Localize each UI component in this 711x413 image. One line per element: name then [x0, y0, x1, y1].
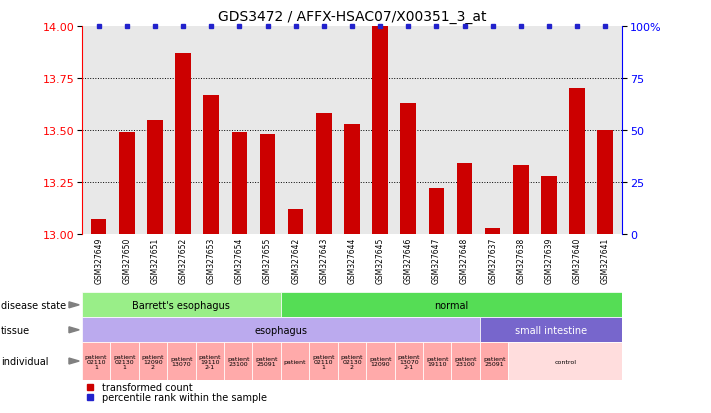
- Bar: [480, 342, 508, 380]
- Text: GSM327639: GSM327639: [545, 237, 553, 284]
- Bar: [597, 131, 613, 235]
- Bar: [82, 318, 480, 342]
- Text: patient
23100: patient 23100: [454, 356, 477, 366]
- Text: patient
25091: patient 25091: [255, 356, 278, 366]
- Bar: [513, 166, 528, 235]
- Text: GSM327642: GSM327642: [292, 237, 300, 284]
- Text: GSM327655: GSM327655: [263, 237, 272, 284]
- Text: patient
02110
1: patient 02110 1: [312, 354, 335, 369]
- Text: GSM327653: GSM327653: [207, 237, 215, 284]
- Text: patient
23100: patient 23100: [227, 356, 250, 366]
- Text: GSM327647: GSM327647: [432, 237, 441, 284]
- Text: small intestine: small intestine: [515, 325, 587, 335]
- Text: patient
13070
2-1: patient 13070 2-1: [397, 354, 420, 369]
- Bar: [456, 164, 472, 235]
- Text: esophagus: esophagus: [255, 325, 307, 335]
- Text: patient
19110: patient 19110: [426, 356, 449, 366]
- Bar: [167, 342, 196, 380]
- Text: GSM327641: GSM327641: [601, 237, 610, 284]
- Bar: [429, 189, 444, 235]
- Bar: [400, 104, 416, 235]
- Text: transformed count: transformed count: [102, 382, 193, 392]
- Text: GSM327643: GSM327643: [319, 237, 328, 284]
- Bar: [91, 220, 107, 235]
- Text: disease state: disease state: [1, 300, 66, 310]
- Text: GSM327651: GSM327651: [151, 237, 159, 284]
- Text: GSM327638: GSM327638: [516, 237, 525, 284]
- Bar: [485, 228, 501, 235]
- Bar: [309, 342, 338, 380]
- Bar: [203, 95, 219, 235]
- Bar: [316, 114, 331, 235]
- Text: GSM327652: GSM327652: [178, 237, 188, 284]
- Text: individual: individual: [1, 356, 48, 366]
- Text: patient
13070: patient 13070: [170, 356, 193, 366]
- Bar: [139, 342, 167, 380]
- Text: GSM327645: GSM327645: [375, 237, 385, 284]
- Bar: [451, 342, 480, 380]
- Bar: [176, 54, 191, 235]
- Bar: [508, 342, 622, 380]
- Bar: [82, 342, 110, 380]
- Text: GSM327650: GSM327650: [122, 237, 132, 284]
- Bar: [224, 342, 252, 380]
- Bar: [110, 342, 139, 380]
- Bar: [260, 135, 275, 235]
- Text: GSM327648: GSM327648: [460, 237, 469, 284]
- Text: patient
02130
1: patient 02130 1: [113, 354, 136, 369]
- Bar: [119, 133, 134, 235]
- Bar: [423, 342, 451, 380]
- Bar: [344, 124, 360, 235]
- Text: GSM327654: GSM327654: [235, 237, 244, 284]
- Text: GSM327637: GSM327637: [488, 237, 497, 284]
- Text: control: control: [555, 358, 576, 364]
- Text: patient
02130
2: patient 02130 2: [341, 354, 363, 369]
- Bar: [395, 342, 423, 380]
- Bar: [366, 342, 395, 380]
- Text: GSM327640: GSM327640: [572, 237, 582, 284]
- Bar: [252, 342, 281, 380]
- Bar: [82, 293, 281, 318]
- Bar: [373, 27, 387, 235]
- Bar: [288, 209, 304, 235]
- Text: GSM327644: GSM327644: [348, 237, 356, 284]
- Bar: [281, 293, 622, 318]
- Text: tissue: tissue: [1, 325, 30, 335]
- Bar: [570, 89, 585, 235]
- Text: patient
12090
2: patient 12090 2: [141, 354, 164, 369]
- Text: patient
25091: patient 25091: [483, 356, 506, 366]
- Bar: [196, 342, 224, 380]
- Title: GDS3472 / AFFX-HSAC07/X00351_3_at: GDS3472 / AFFX-HSAC07/X00351_3_at: [218, 10, 486, 24]
- Text: Barrett's esophagus: Barrett's esophagus: [132, 300, 230, 310]
- Bar: [480, 318, 622, 342]
- Text: patient
02110
1: patient 02110 1: [85, 354, 107, 369]
- Text: patient
19110
2-1: patient 19110 2-1: [198, 354, 221, 369]
- Text: patient: patient: [284, 358, 306, 364]
- Text: patient
12090: patient 12090: [369, 356, 392, 366]
- Bar: [338, 342, 366, 380]
- Bar: [541, 176, 557, 235]
- Text: normal: normal: [434, 300, 469, 310]
- Text: GSM327649: GSM327649: [94, 237, 103, 284]
- Bar: [147, 120, 163, 235]
- Bar: [232, 133, 247, 235]
- Text: percentile rank within the sample: percentile rank within the sample: [102, 392, 267, 403]
- Bar: [281, 342, 309, 380]
- Text: GSM327646: GSM327646: [404, 237, 412, 284]
